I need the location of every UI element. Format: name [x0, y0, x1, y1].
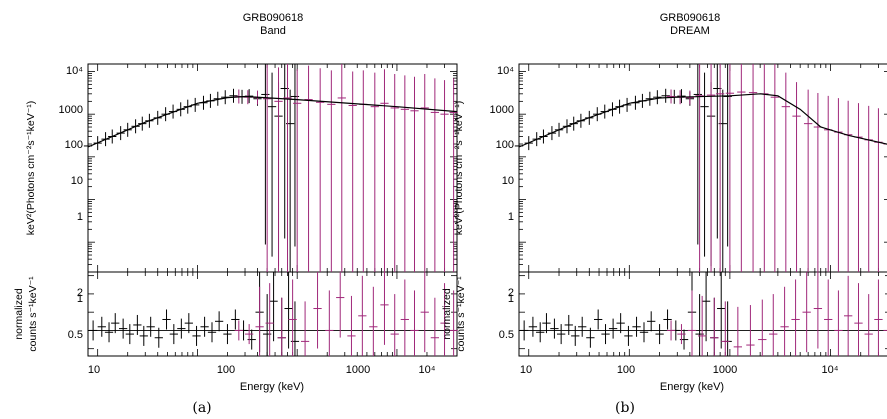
top-y-tick-label-10: 10	[502, 175, 514, 187]
x-ticks	[528, 64, 879, 356]
bottom-y-tick-label-0.5: 0.5	[499, 329, 514, 341]
y-ticks-bottom	[519, 275, 887, 350]
top-y-tick-label-10000: 10⁴	[497, 65, 514, 77]
panel-b: GRB090618 DREAM 10 100 1000 10⁴ Energy (…	[441, 12, 887, 416]
top-data	[83, 64, 458, 272]
bottom-y-tick-label-1: 1	[77, 293, 83, 305]
top-y-tick-label-100: 100	[65, 139, 83, 151]
top-frame	[518, 63, 887, 273]
bottom-data	[88, 272, 458, 356]
x-tick-label-10: 10	[88, 364, 100, 376]
panel-caption: (a)	[192, 400, 211, 416]
x-axis-label: Energy (keV)	[660, 381, 724, 393]
y-ticks-top	[519, 71, 887, 273]
x-tick-label-100: 100	[217, 364, 235, 376]
chart-subtitle: Band	[260, 25, 286, 37]
top-y-axis-label: keV²(Photons cm⁻²s⁻¹keV⁻¹)	[25, 101, 37, 236]
chart-subtitle: DREAM	[670, 25, 710, 37]
x-tick-label-1000: 1000	[346, 364, 370, 376]
x-tick-label-10: 10	[520, 364, 532, 376]
top-y-tick-label-100: 100	[496, 139, 514, 151]
panel-a: GRB090618 Band 10 100 1000 10⁴ Energy (k…	[13, 12, 458, 416]
bottom-y-axis-label-line1: normalized	[13, 288, 25, 340]
x-tick-label-100: 100	[617, 364, 635, 376]
x-tick-label-1000: 1000	[713, 364, 737, 376]
model-curve	[518, 93, 887, 148]
bottom-y-tick-label-1: 1	[508, 293, 514, 305]
bottom-y-axis-label-line2: counts s⁻¹keV⁻¹	[455, 276, 467, 352]
bottom-y-axis-label-line2: counts s⁻¹keV⁻¹	[27, 276, 39, 352]
top-y-tick-label-1000: 1000	[59, 104, 83, 116]
chart-title: GRB090618	[660, 12, 721, 24]
bottom-y-axis-label-line1: normalized	[441, 288, 453, 340]
top-data	[514, 64, 887, 272]
top-y-tick-label-1: 1	[77, 211, 83, 223]
top-y-tick-label-1000: 1000	[490, 104, 514, 116]
x-tick-label-10000: 10⁴	[822, 364, 839, 376]
panel-caption: (b)	[615, 400, 635, 416]
bottom-y-tick-label-0.5: 0.5	[68, 329, 83, 341]
model-curve	[87, 95, 458, 148]
top-y-tick-label-10000: 10⁴	[66, 65, 83, 77]
bottom-y-tick-label-2: 2	[508, 287, 514, 299]
bottom-data	[519, 272, 887, 356]
x-axis-label: Energy (keV)	[240, 381, 304, 393]
bottom-y-tick-label-2: 2	[77, 287, 83, 299]
chart-title: GRB090618	[243, 12, 304, 24]
top-y-axis-label: keV²(Photons cm⁻²s⁻¹keV⁻¹)	[453, 101, 465, 236]
top-y-tick-label-1: 1	[508, 211, 514, 223]
top-y-tick-label-10: 10	[71, 175, 83, 187]
bottom-frame	[87, 271, 458, 357]
bottom-frame	[518, 271, 887, 357]
x-tick-label-10000: 10⁴	[419, 364, 436, 376]
